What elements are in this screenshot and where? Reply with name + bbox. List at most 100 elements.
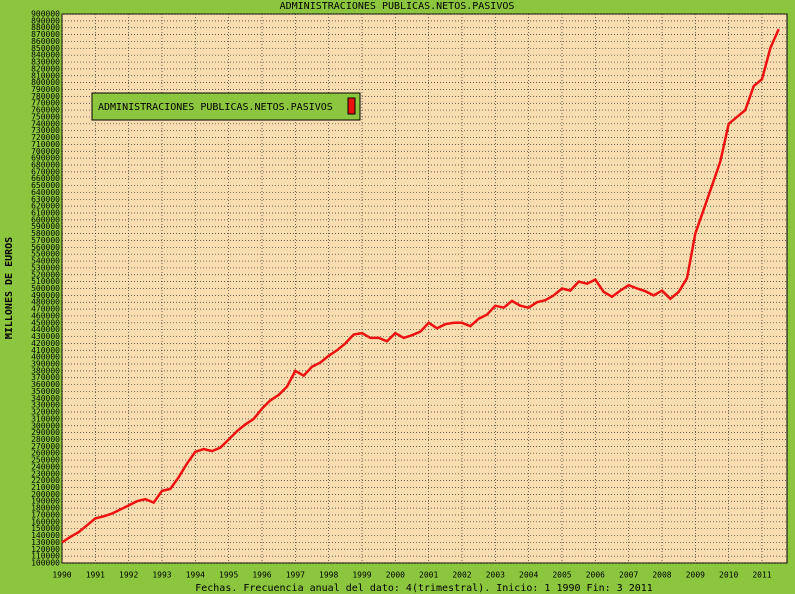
x-tick-label: 1997 [286,571,305,580]
y-tick-label: 900000 [31,10,60,19]
y-tick-label: 600000 [31,215,60,224]
y-tick-label: 350000 [31,387,60,396]
y-tick-label: 240000 [31,462,60,471]
y-tick-label: 680000 [31,160,60,169]
y-tick-label: 190000 [31,497,60,506]
y-tick-label: 780000 [31,92,60,101]
y-tick-label: 740000 [31,119,60,128]
y-tick-label: 440000 [31,325,60,334]
y-tick-label: 150000 [31,524,60,533]
chart-title: ADMINISTRACIONES PUBLICAS.NETOS.PASIVOS [280,1,515,12]
y-tick-label: 470000 [31,305,60,314]
x-axis-label: Fechas. Frecuencia anual del dato: 4(tri… [195,583,653,594]
y-tick-label: 670000 [31,167,60,176]
y-tick-label: 370000 [31,373,60,382]
y-tick-label: 490000 [31,291,60,300]
y-tick-label: 720000 [31,133,60,142]
y-tick-label: 530000 [31,263,60,272]
y-tick-label: 650000 [31,181,60,190]
y-tick-label: 870000 [31,30,60,39]
y-tick-label: 770000 [31,99,60,108]
legend-label: ADMINISTRACIONES PUBLICAS.NETOS.PASIVOS [98,102,333,113]
x-tick-label: 2003 [486,571,505,580]
y-tick-label: 880000 [31,23,60,32]
y-tick-label: 570000 [31,236,60,245]
legend: ADMINISTRACIONES PUBLICAS.NETOS.PASIVOS [91,92,361,121]
x-tick-label: 1994 [186,571,205,580]
x-tick-label: 2004 [519,571,538,580]
y-tick-label: 110000 [31,552,60,561]
y-tick-label: 120000 [31,545,60,554]
y-tick-label: 840000 [31,51,60,60]
y-tick-label: 230000 [31,469,60,478]
y-tick-label: 140000 [31,531,60,540]
y-tick-label: 790000 [31,85,60,94]
y-tick-label: 550000 [31,250,60,259]
y-tick-label: 520000 [31,270,60,279]
y-tick-label: 700000 [31,147,60,156]
y-tick-label: 760000 [31,106,60,115]
y-tick-label: 340000 [31,394,60,403]
y-tick-label: 750000 [31,112,60,121]
y-tick-label: 460000 [31,311,60,320]
y-tick-label: 100000 [31,559,60,568]
x-tick-label: 1990 [52,571,71,580]
y-tick-label: 410000 [31,346,60,355]
x-tick-label: 2001 [419,571,438,580]
y-tick-label: 580000 [31,229,60,238]
y-tick-label: 430000 [31,332,60,341]
y-tick-label: 330000 [31,401,60,410]
y-tick-label: 500000 [31,284,60,293]
y-tick-label: 560000 [31,243,60,252]
y-tick-label: 390000 [31,359,60,368]
y-tick-label: 890000 [31,16,60,25]
x-tick-label: 1998 [319,571,338,580]
y-tick-label: 360000 [31,380,60,389]
y-tick-label: 450000 [31,318,60,327]
y-tick-label: 420000 [31,339,60,348]
y-tick-label: 260000 [31,449,60,458]
y-tick-label: 130000 [31,538,60,547]
y-tick-label: 180000 [31,504,60,513]
y-tick-label: 210000 [31,483,60,492]
y-tick-label: 710000 [31,140,60,149]
x-tick-label: 2011 [752,571,771,580]
y-tick-label: 730000 [31,126,60,135]
y-tick-label: 270000 [31,442,60,451]
y-tick-label: 620000 [31,202,60,211]
y-tick-label: 630000 [31,195,60,204]
y-tick-label: 300000 [31,421,60,430]
y-tick-label: 480000 [31,298,60,307]
legend-swatch [347,97,356,115]
x-tick-label: 2002 [452,571,471,580]
y-tick-label: 640000 [31,188,60,197]
x-tick-label: 2006 [586,571,605,580]
legend-box [91,92,361,121]
y-tick-label: 510000 [31,277,60,286]
y-tick-label: 590000 [31,222,60,231]
x-tick-label: 2009 [686,571,705,580]
x-tick-label: 1991 [86,571,105,580]
x-tick-label: 2000 [386,571,405,580]
y-tick-label: 820000 [31,64,60,73]
y-tick-label: 800000 [31,78,60,87]
y-tick-label: 850000 [31,44,60,53]
x-tick-label: 2010 [719,571,738,580]
y-tick-label: 310000 [31,414,60,423]
y-tick-label: 170000 [31,510,60,519]
y-tick-label: 660000 [31,174,60,183]
y-axis-label: MILLONES DE EUROS [4,237,15,339]
y-tick-label: 400000 [31,353,60,362]
y-tick-label: 540000 [31,257,60,266]
x-tick-label: 2008 [652,571,671,580]
x-tick-label: 1996 [252,571,271,580]
x-tick-label: 1995 [219,571,238,580]
y-tick-label: 290000 [31,428,60,437]
y-tick-label: 220000 [31,476,60,485]
data-line [61,28,780,544]
x-tick-label: 2005 [552,571,571,580]
y-tick-label: 280000 [31,435,60,444]
y-tick-label: 860000 [31,37,60,46]
y-tick-label: 200000 [31,490,60,499]
